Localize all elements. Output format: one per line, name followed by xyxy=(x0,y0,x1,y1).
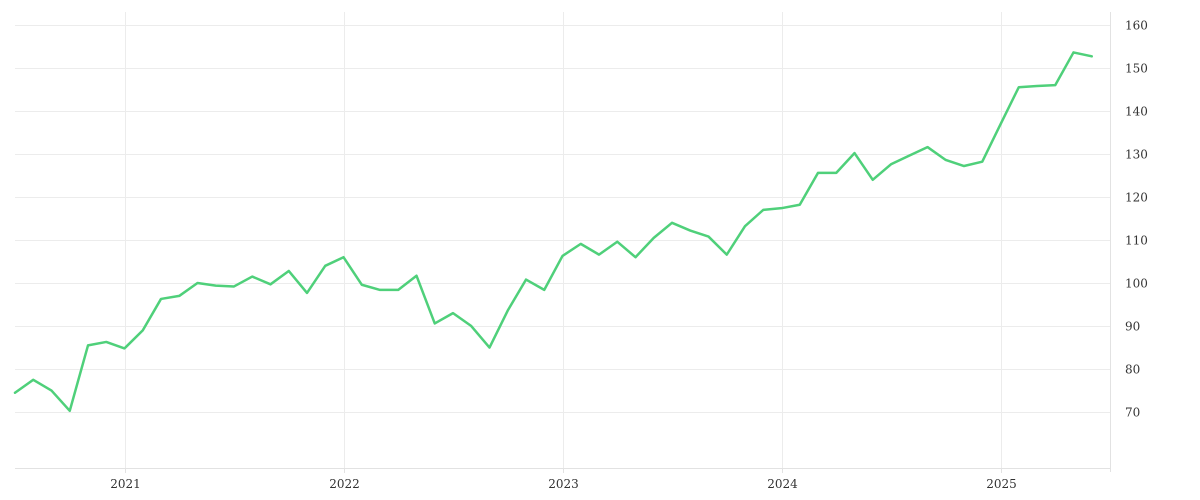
grid xyxy=(15,12,1110,468)
y-tick-label: 90 xyxy=(1125,320,1140,334)
y-tick-label: 160 xyxy=(1125,19,1148,33)
x-tick-label: 2022 xyxy=(329,477,360,491)
y-tick-label: 100 xyxy=(1125,277,1148,291)
y-tick-label: 80 xyxy=(1125,363,1140,377)
x-tick-label: 2024 xyxy=(767,477,798,491)
series-line-0 xyxy=(13,51,1093,413)
y-tick-label: 110 xyxy=(1125,234,1148,248)
y-tick-label: 150 xyxy=(1125,62,1148,76)
y-tick-label: 130 xyxy=(1125,148,1148,162)
series xyxy=(13,51,1093,413)
x-tick-label: 2023 xyxy=(548,477,579,491)
y-tick-label: 70 xyxy=(1125,406,1140,420)
axes xyxy=(15,12,1111,473)
y-tick-label: 140 xyxy=(1125,105,1148,119)
y-tick-label: 120 xyxy=(1125,191,1148,205)
tick-labels: 70 80 90 100 110 120 130 140 150 160 2021 2022 2023 2… xyxy=(110,19,1148,492)
x-tick-label: 2021 xyxy=(110,477,141,491)
x-tick-label: 2025 xyxy=(986,477,1017,491)
